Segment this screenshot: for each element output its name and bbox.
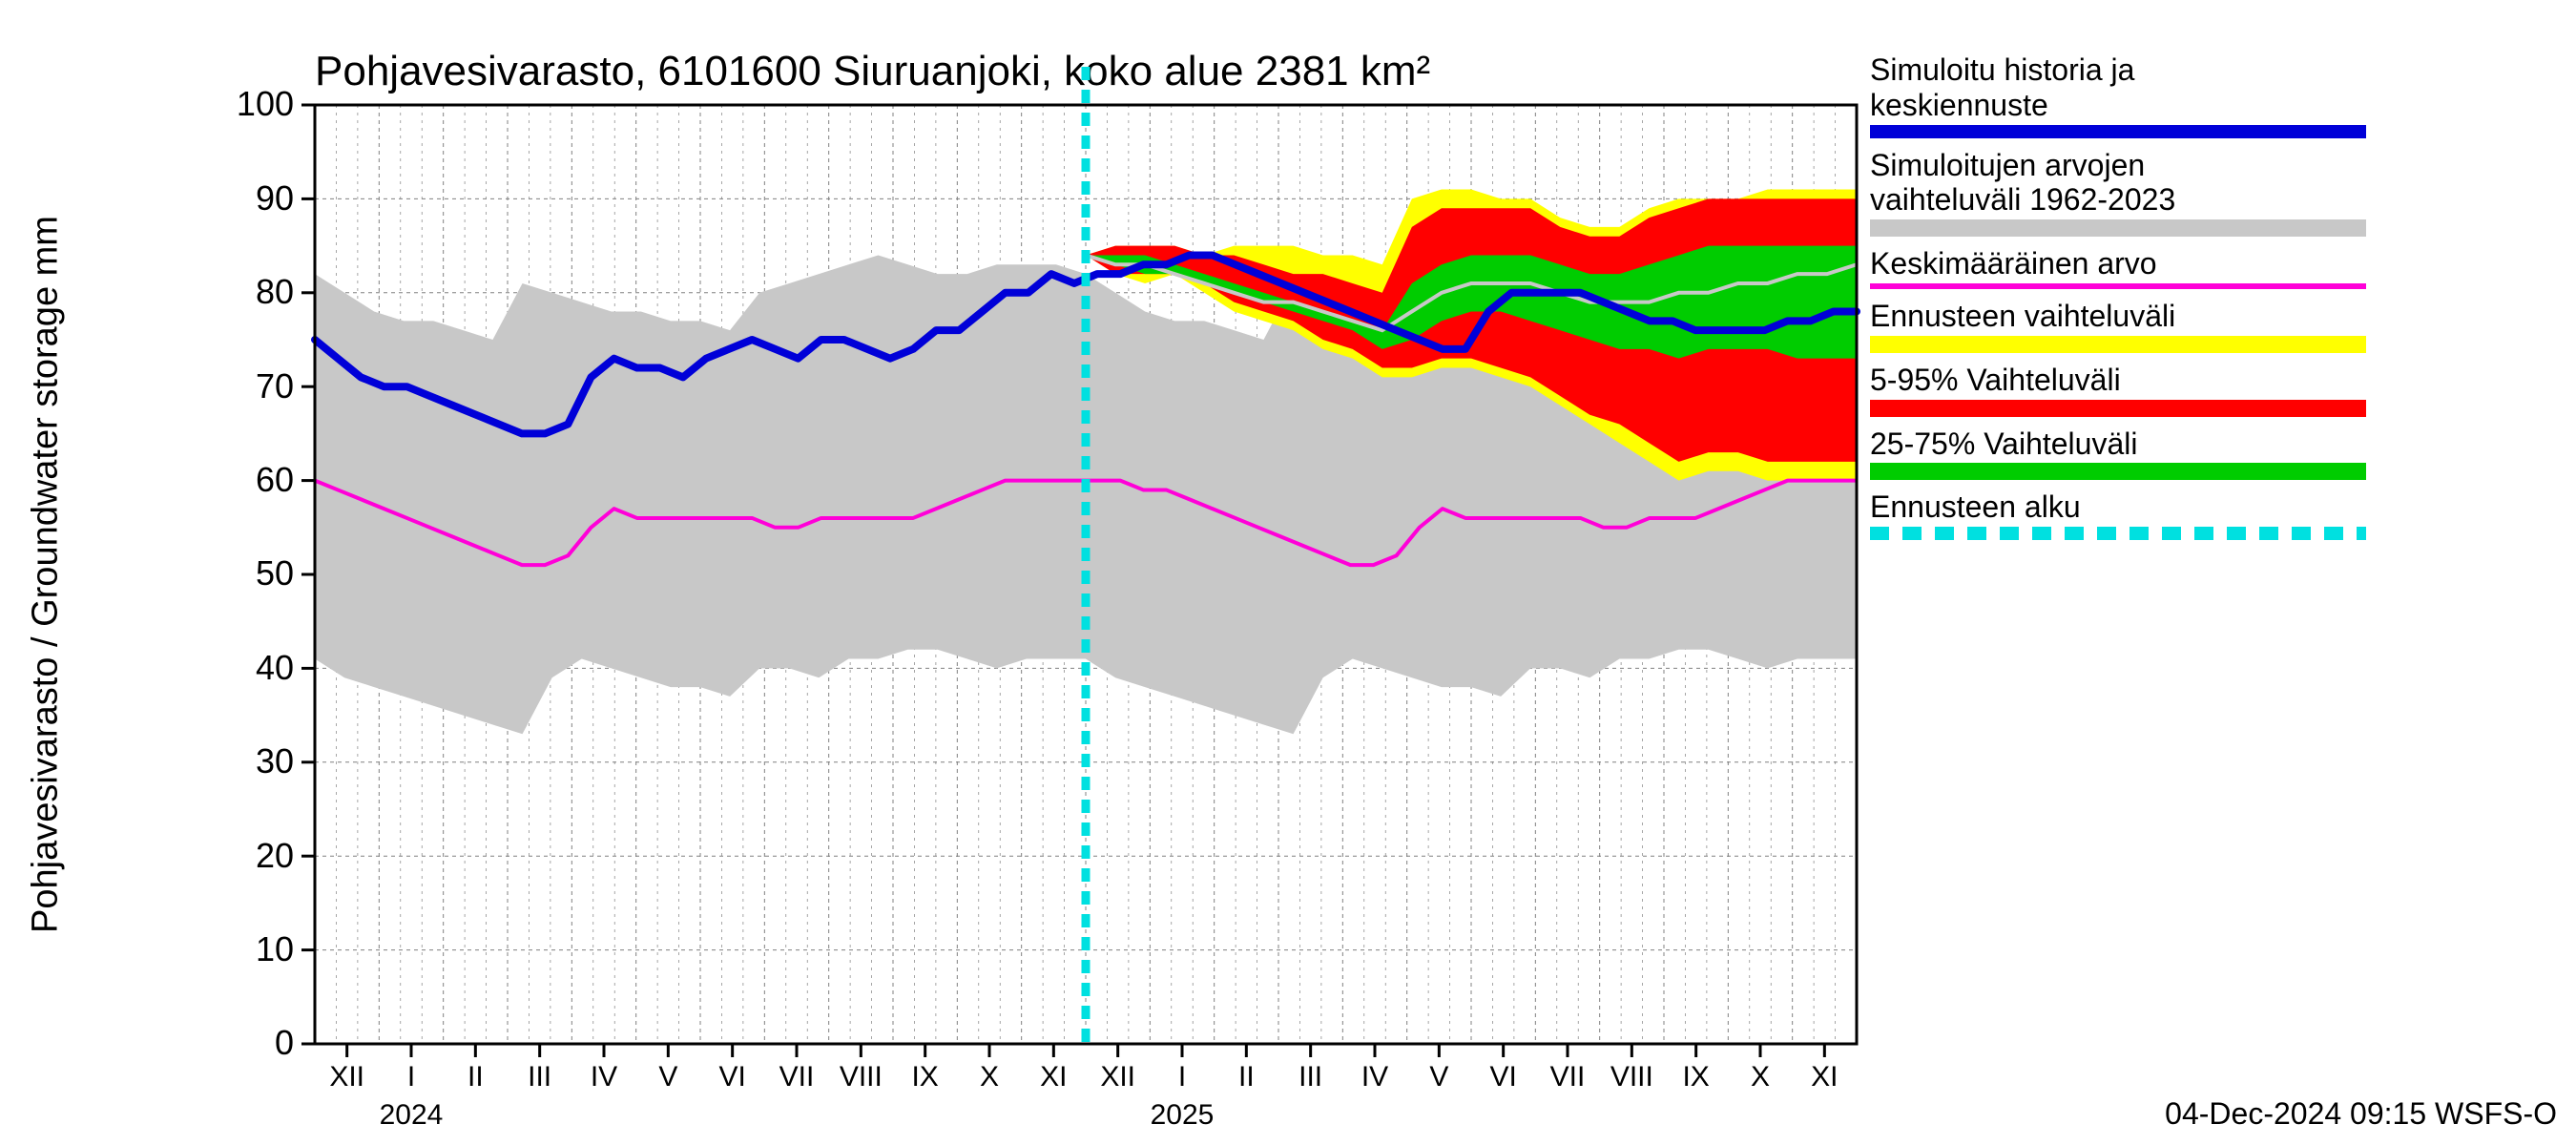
legend-label: Keskimääräinen arvo — [1870, 246, 2366, 281]
legend-swatch — [1870, 527, 2366, 540]
y-tick-label: 100 — [198, 84, 294, 124]
legend-swatch — [1870, 125, 2366, 138]
y-tick-label: 40 — [198, 648, 294, 688]
legend-swatch — [1870, 400, 2366, 417]
y-tick-label: 70 — [198, 366, 294, 406]
legend-label: 25-75% Vaihteluväli — [1870, 427, 2366, 462]
legend-label: Simuloitujen arvojen vaihteluväli 1962-2… — [1870, 148, 2366, 219]
legend-label: Simuloitu historia ja keskiennuste — [1870, 52, 2366, 123]
legend-label: Ennusteen vaihteluväli — [1870, 299, 2366, 334]
legend-item: Ennusteen vaihteluväli — [1870, 299, 2366, 353]
y-tick-label: 30 — [198, 741, 294, 781]
y-tick-label: 80 — [198, 272, 294, 312]
legend: Simuloitu historia ja keskiennuste Simulo… — [1870, 52, 2366, 550]
legend-swatch — [1870, 219, 2366, 237]
legend-item: 25-75% Vaihteluväli — [1870, 427, 2366, 481]
legend-item: Simuloitu historia ja keskiennuste — [1870, 52, 2366, 138]
legend-item: Simuloitujen arvojen vaihteluväli 1962-2… — [1870, 148, 2366, 238]
legend-label: 5-95% Vaihteluväli — [1870, 363, 2366, 398]
legend-label: Ennusteen alku — [1870, 489, 2366, 525]
footer-text: 04-Dec-2024 09:15 WSFS-O — [2165, 1096, 2557, 1132]
legend-item: 5-95% Vaihteluväli — [1870, 363, 2366, 417]
chart-container: Pohjavesivarasto / Groundwater storage m… — [0, 0, 2576, 1145]
legend-item: Ennusteen alku — [1870, 489, 2366, 540]
legend-swatch — [1870, 283, 2366, 289]
y-tick-label: 10 — [198, 929, 294, 969]
legend-swatch — [1870, 463, 2366, 480]
legend-swatch — [1870, 336, 2366, 353]
legend-item: Keskimääräinen arvo — [1870, 246, 2366, 289]
y-tick-label: 50 — [198, 553, 294, 593]
y-tick-label: 20 — [198, 836, 294, 876]
x-tick-label: XI — [1786, 1061, 1862, 1093]
x-year-label: 2024 — [354, 1099, 468, 1132]
y-tick-label: 90 — [198, 178, 294, 219]
y-tick-label: 0 — [198, 1023, 294, 1063]
x-year-label: 2025 — [1125, 1099, 1239, 1132]
y-tick-label: 60 — [198, 460, 294, 500]
